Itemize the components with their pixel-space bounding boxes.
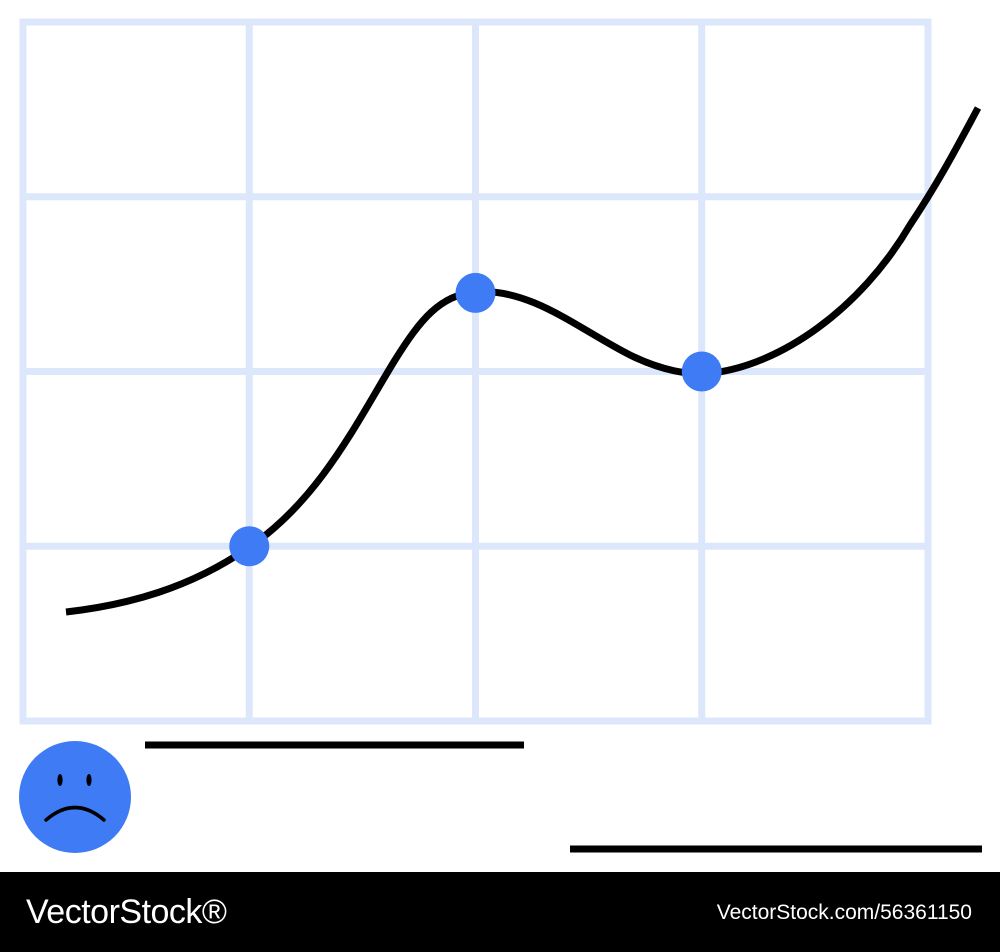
vectorstock-logo: VectorStock® xyxy=(26,893,227,931)
data-point-marker xyxy=(681,351,722,392)
chart-grid xyxy=(19,18,932,725)
series-line xyxy=(65,106,982,616)
watermark-footer: VectorStock® VectorStock.com/56361150 xyxy=(0,872,1000,952)
data-point-marker xyxy=(229,526,270,567)
data-point-marker xyxy=(455,272,496,313)
sad-face-icon xyxy=(19,741,131,853)
trend-chart-illustration xyxy=(19,18,982,853)
image-id-text: VectorStock.com/56361150 xyxy=(716,901,972,924)
data-point-markers xyxy=(229,272,722,567)
